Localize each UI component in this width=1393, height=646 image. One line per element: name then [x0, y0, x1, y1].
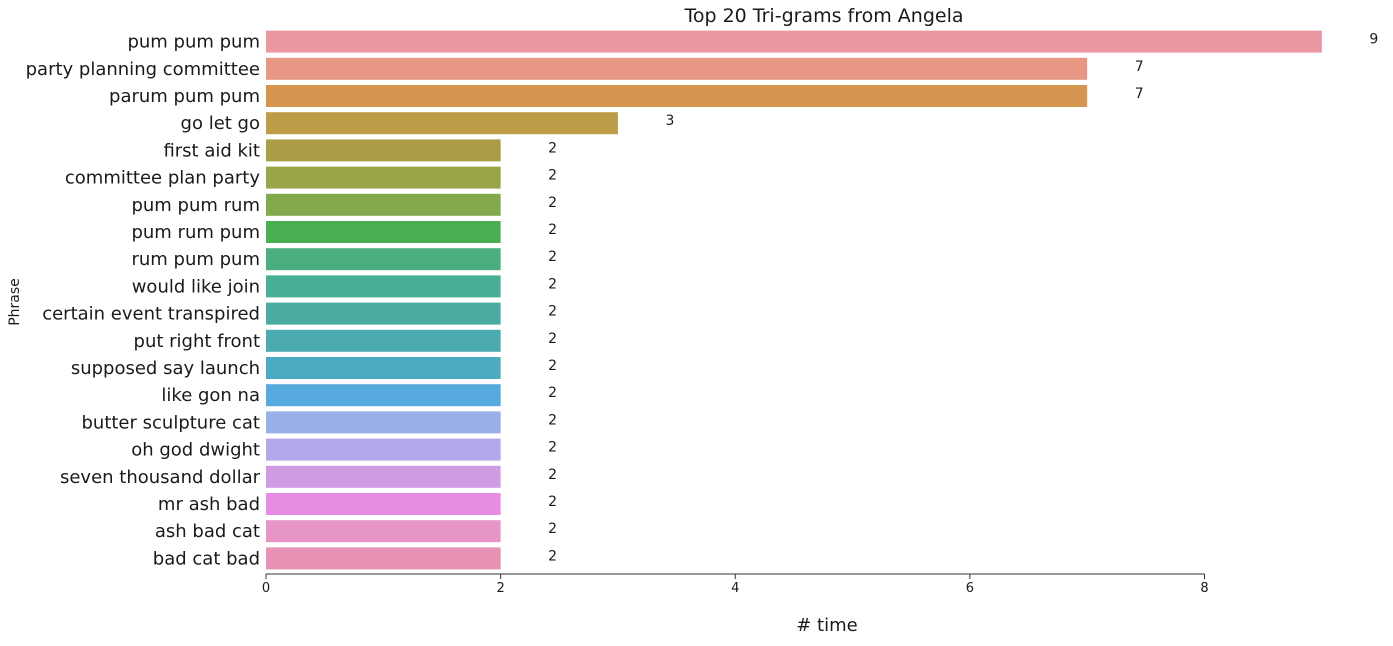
category-label: go let go — [181, 113, 260, 134]
category-label: certain event transpired — [42, 304, 260, 325]
value-label: 2 — [548, 195, 557, 211]
bar — [266, 302, 501, 325]
value-label: 2 — [548, 494, 557, 510]
category-label: bad cat bad — [153, 548, 260, 569]
bar — [266, 465, 501, 488]
x-axis-label: # time — [796, 615, 857, 636]
category-label: butter sculpture cat — [81, 412, 260, 433]
bar — [266, 166, 501, 189]
category-label: like gon na — [161, 385, 260, 406]
value-label: 2 — [548, 385, 557, 401]
bar — [266, 85, 1088, 107]
bar — [266, 275, 501, 298]
category-label: would like join — [132, 276, 260, 297]
value-label: 2 — [548, 304, 557, 320]
bar — [266, 248, 501, 271]
value-labels: 9 7 7 3 2 2 2 2 2 2 2 2 2 2 2 2 2 2 2 2 — [548, 32, 1378, 565]
bar — [266, 547, 501, 570]
category-label: party planning committee — [26, 59, 260, 80]
value-label: 2 — [548, 140, 557, 156]
bar — [266, 112, 618, 135]
value-label: 2 — [548, 222, 557, 238]
bar — [266, 493, 501, 515]
value-label: 2 — [548, 548, 557, 564]
bar — [266, 193, 501, 216]
value-label: 3 — [665, 113, 674, 129]
bar — [266, 411, 501, 434]
bar — [266, 57, 1088, 80]
category-label: pum pum pum — [127, 32, 260, 53]
bar — [266, 139, 501, 162]
category-label: first aid kit — [163, 140, 260, 161]
x-tick-label: 6 — [966, 581, 974, 596]
bar — [266, 357, 501, 379]
x-tick-label: 4 — [731, 581, 739, 596]
bar — [266, 384, 501, 407]
category-label: parum pum pum — [109, 86, 260, 107]
category-label: ash bad cat — [155, 521, 260, 542]
category-labels: pum pum pum party planning committee parum… — [26, 32, 261, 570]
value-label: 2 — [548, 331, 557, 347]
category-label: seven thousand dollar — [60, 467, 261, 488]
value-label: 7 — [1135, 59, 1144, 75]
value-label: 7 — [1135, 86, 1144, 102]
x-tick-label: 0 — [262, 581, 270, 596]
bar — [266, 221, 501, 243]
y-axis-label: Phrase — [7, 278, 23, 326]
value-label: 2 — [548, 467, 557, 483]
value-label: 2 — [548, 168, 557, 184]
chart-title: Top 20 Tri-grams from Angela — [683, 5, 963, 27]
category-label: oh god dwight — [131, 440, 260, 461]
category-label: rum pum pum — [131, 249, 260, 270]
x-axis: 0 2 4 6 8 — [262, 573, 1209, 596]
value-label: 2 — [548, 276, 557, 292]
category-label: put right front — [134, 331, 260, 352]
bar — [266, 520, 501, 543]
category-label: supposed say launch — [71, 358, 260, 379]
x-tick-label: 2 — [496, 581, 504, 596]
value-label: 2 — [548, 440, 557, 456]
bar — [266, 329, 501, 352]
bar — [266, 30, 1322, 53]
category-label: mr ash bad — [158, 494, 260, 515]
x-tick-label: 8 — [1200, 581, 1208, 596]
category-label: pum pum rum — [131, 195, 260, 216]
value-label: 2 — [548, 412, 557, 428]
category-label: pum rum pum — [131, 222, 260, 243]
bars — [266, 30, 1322, 570]
value-label: 9 — [1369, 32, 1378, 48]
bar — [266, 438, 501, 461]
category-label: committee plan party — [65, 168, 260, 189]
value-label: 2 — [548, 521, 557, 537]
value-label: 2 — [548, 249, 557, 265]
value-label: 2 — [548, 358, 557, 374]
